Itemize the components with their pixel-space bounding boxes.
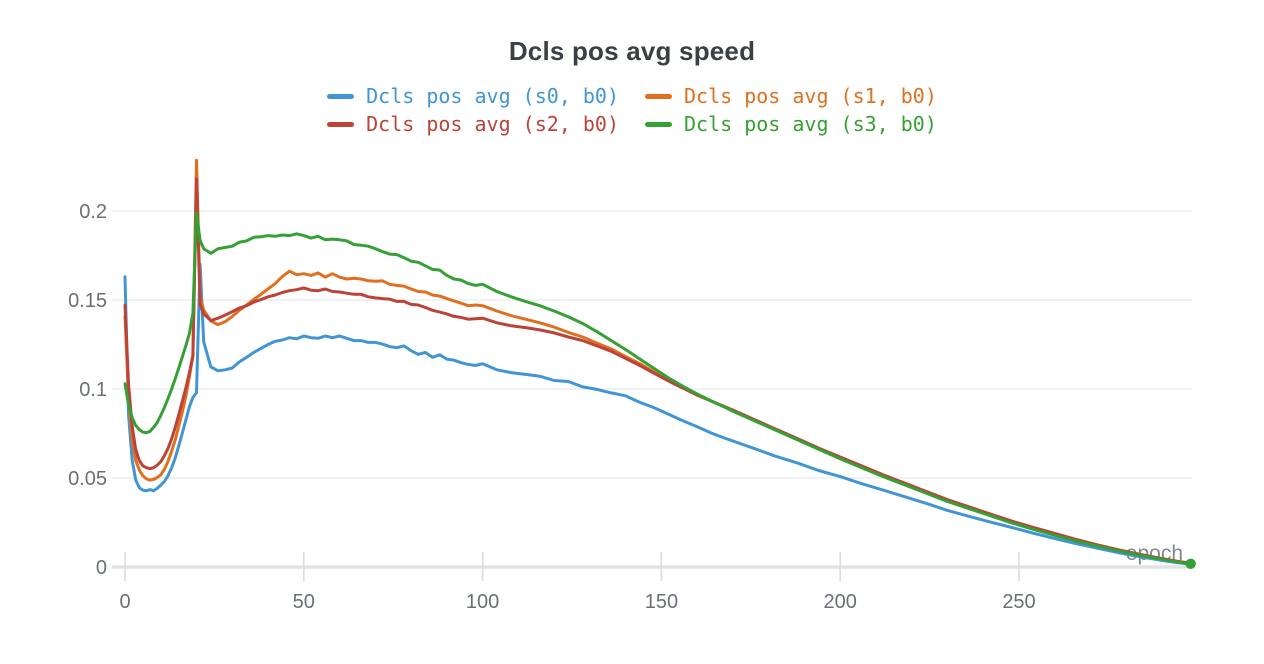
series-line: [123, 158, 1193, 565]
legend-label: Dcls pos avg (s0, b0): [366, 84, 619, 108]
x-tick-label: 200: [824, 591, 857, 613]
legend-swatch-icon: [645, 121, 672, 127]
legend-label: Dcls pos avg (s3, b0): [684, 112, 937, 136]
legend-item: Dcls pos avg (s1, b0): [645, 84, 937, 108]
series-line: [123, 177, 1193, 565]
chart-legend: Dcls pos avg (s0, b0) Dcls pos avg (s1, b…: [0, 84, 1264, 136]
series-end-marker: [1185, 558, 1196, 569]
legend-row: Dcls pos avg (s0, b0) Dcls pos avg (s1, b…: [327, 84, 937, 108]
x-tick-label: 50: [293, 591, 315, 613]
series-line: [123, 262, 1193, 566]
series-line: [123, 211, 1193, 566]
legend-swatch-icon: [327, 93, 355, 99]
x-tick-label: 250: [1002, 591, 1035, 613]
x-tick-label: 100: [466, 591, 499, 613]
legend-item: Dcls pos avg (s2, b0): [327, 112, 619, 136]
legend-item: Dcls pos avg (s3, b0): [645, 112, 937, 136]
legend-swatch-icon: [645, 93, 672, 99]
y-tick-label: 0.05: [68, 468, 107, 490]
legend-row: Dcls pos avg (s2, b0) Dcls pos avg (s3, b…: [327, 112, 937, 136]
y-tick-label: 0: [96, 557, 107, 579]
chart-title: Dcls pos avg speed: [508, 36, 756, 66]
x-tick-label: 150: [645, 591, 678, 613]
x-tick-label: 0: [119, 591, 130, 613]
legend-swatch-icon: [327, 121, 355, 127]
legend-item: Dcls pos avg (s0, b0): [327, 84, 619, 108]
y-tick-label: 0.2: [79, 201, 107, 223]
legend-label: Dcls pos avg (s2, b0): [366, 112, 619, 136]
y-tick-label: 0.15: [68, 290, 107, 312]
legend-label: Dcls pos avg (s1, b0): [684, 84, 937, 108]
y-tick-label: 0.1: [79, 379, 107, 401]
